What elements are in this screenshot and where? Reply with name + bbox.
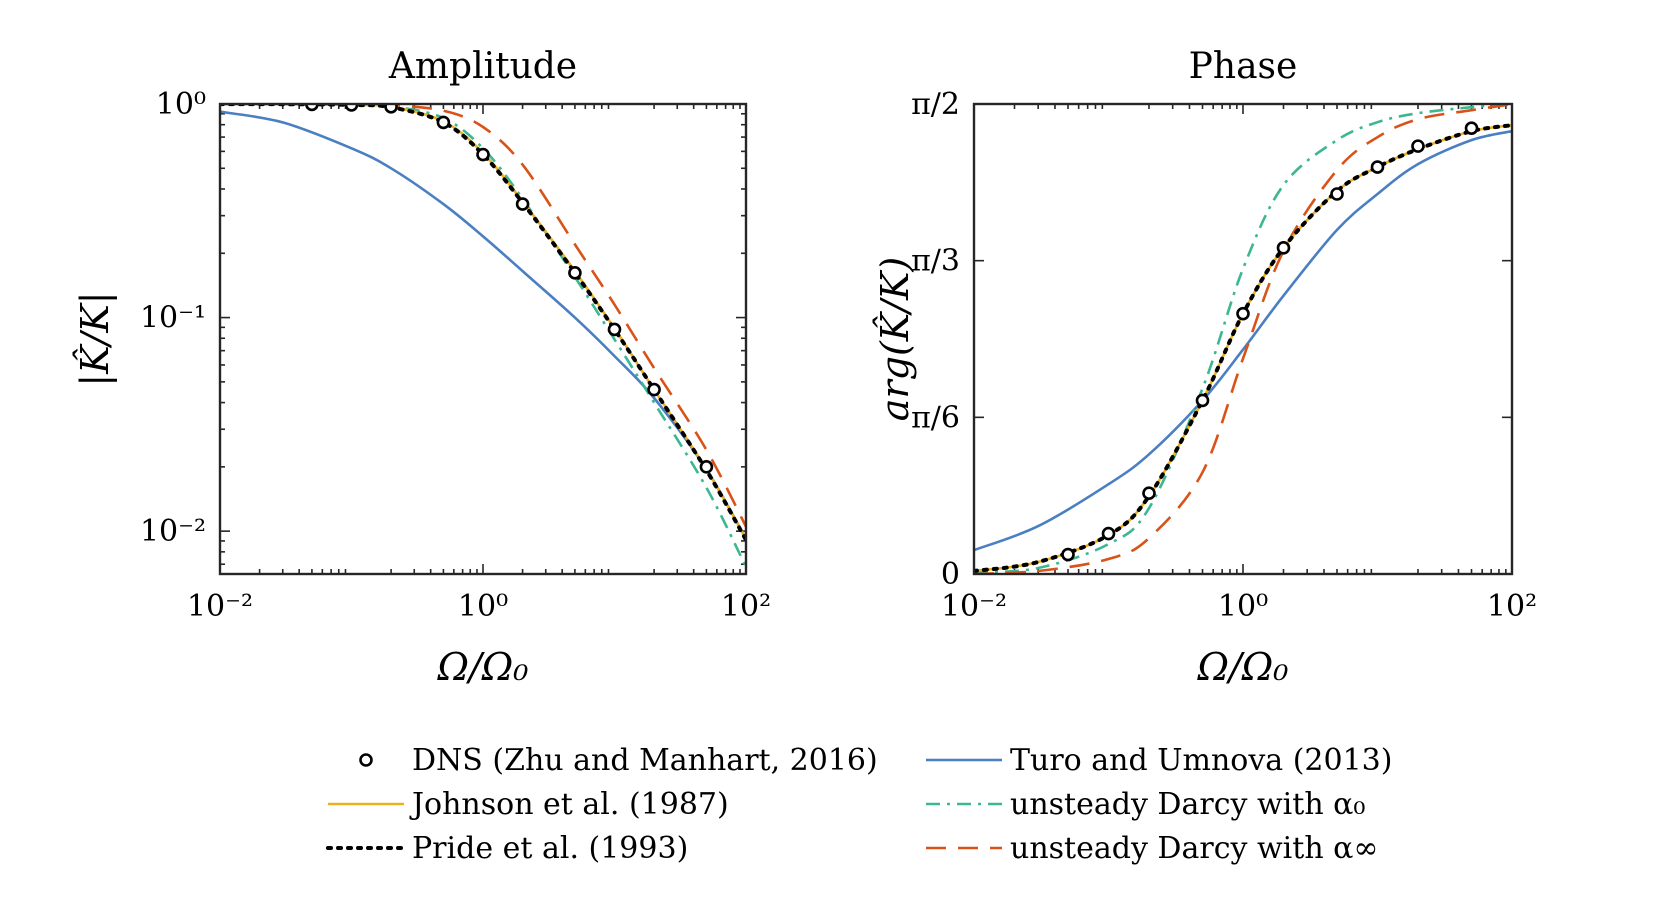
phase-series-darcy0 (974, 104, 1512, 574)
amplitude-dns-marker (607, 322, 622, 337)
phase-dns-marker (1330, 187, 1344, 201)
legend-label-johnson: Johnson et al. (1987) (409, 787, 729, 822)
amplitude-dns-marker (568, 266, 582, 280)
legend-entry-dns: DNS (Zhu and Manhart, 2016) (359, 743, 878, 778)
amplitude-plot-area (220, 104, 746, 568)
phase-y-tick-label: π/3 (911, 244, 960, 279)
legend-entry-turo: Turo and Umnova (2013) (926, 743, 1392, 778)
phase-dns-marker (1464, 121, 1479, 135)
phase-title: Phase (1189, 46, 1298, 87)
amplitude-y-tick-label: 10⁰ (156, 87, 206, 122)
phase-dns-marker (1142, 486, 1156, 501)
amplitude-axes-frame (218, 102, 748, 576)
amplitude-x-label: Ω/Ω₀ (436, 645, 528, 689)
phase-dns-marker (1101, 526, 1116, 541)
phase-dns-marker (1061, 547, 1075, 562)
phase-dns-marker (1276, 241, 1291, 255)
amplitude-dns-marker (699, 460, 714, 474)
legend-swatch-dns (359, 753, 373, 767)
phase-y-label: arg(K̂/K) (873, 257, 917, 421)
phase-y-tick-label: π/2 (911, 87, 960, 122)
amplitude-dns-marker (476, 147, 490, 162)
phase-x-tick-label: 10⁻² (941, 589, 1007, 624)
amplitude-series-turo (220, 110, 746, 540)
amplitude-dns-marker (436, 115, 451, 130)
phase-x-label: Ω/Ω₀ (1196, 645, 1288, 689)
amplitude-series-johnson (220, 104, 746, 540)
amplitude-dns-marker (647, 382, 661, 397)
amplitude-series-pride (220, 104, 746, 542)
phase-y-tick-label: 0 (941, 557, 960, 592)
legend-entry-johnson: Johnson et al. (1987) (328, 787, 729, 822)
legend-label-darcy0: unsteady Darcy with α₀ (1010, 787, 1365, 822)
amplitude-dns-marker (384, 104, 398, 114)
phase-series-darcyinf (974, 104, 1512, 574)
amplitude-panel: Amplitude 10⁻² 10⁰ 10² 10⁻² 10⁻¹ 10⁰ Ω/Ω₀ |K̂… (73, 46, 771, 689)
phase-dns-marker (1236, 306, 1250, 321)
legend-label-turo: Turo and Umnova (2013) (1010, 743, 1392, 778)
amplitude-y-tick-label: 10⁻² (140, 514, 206, 549)
legend-label-pride: Pride et al. (1993) (412, 831, 688, 866)
amplitude-y-tick-label: 10⁻¹ (140, 301, 206, 336)
amplitude-title: Amplitude (388, 46, 577, 87)
legend-label-darcyinf: unsteady Darcy with α∞ (1010, 831, 1378, 866)
amplitude-x-tick-label: 10² (721, 589, 771, 624)
phase-x-tick-label: 10² (1487, 589, 1537, 624)
legend-entry-darcy0: unsteady Darcy with α₀ (926, 787, 1365, 822)
phase-dns-marker (1411, 139, 1425, 153)
phase-axes-frame (972, 102, 1514, 576)
amplitude-ticks: 10⁻² 10⁰ 10² 10⁻² 10⁻¹ 10⁰ (140, 87, 771, 624)
phase-y-tick-label: π/6 (911, 400, 960, 435)
phase-plot-area (974, 104, 1512, 574)
phase-panel: Phase 10⁻² 10⁰ 10² 0 π/6 π/3 π/2 Ω/Ω₀ arg(K̂/K… (873, 46, 1537, 689)
phase-x-tick-label: 10⁰ (1218, 589, 1268, 624)
legend: DNS (Zhu and Manhart, 2016) Johnson et a… (326, 743, 1392, 866)
phase-dns-marker (1195, 393, 1210, 408)
amplitude-y-label: |K̂/K| (73, 291, 117, 386)
amplitude-x-tick-label: 10⁻² (187, 589, 253, 624)
phase-dns-marker (1370, 160, 1385, 174)
legend-entry-darcyinf: unsteady Darcy with α∞ (926, 831, 1378, 866)
phase-series-turo (974, 129, 1512, 552)
legend-label-dns: DNS (Zhu and Manhart, 2016) (412, 743, 878, 778)
amplitude-series-darcy0 (220, 104, 746, 568)
amplitude-x-tick-label: 10⁰ (458, 589, 508, 624)
legend-entry-pride: Pride et al. (1993) (326, 831, 688, 866)
amplitude-series-darcyinf (220, 104, 746, 528)
amplitude-dns-marker (515, 197, 530, 211)
